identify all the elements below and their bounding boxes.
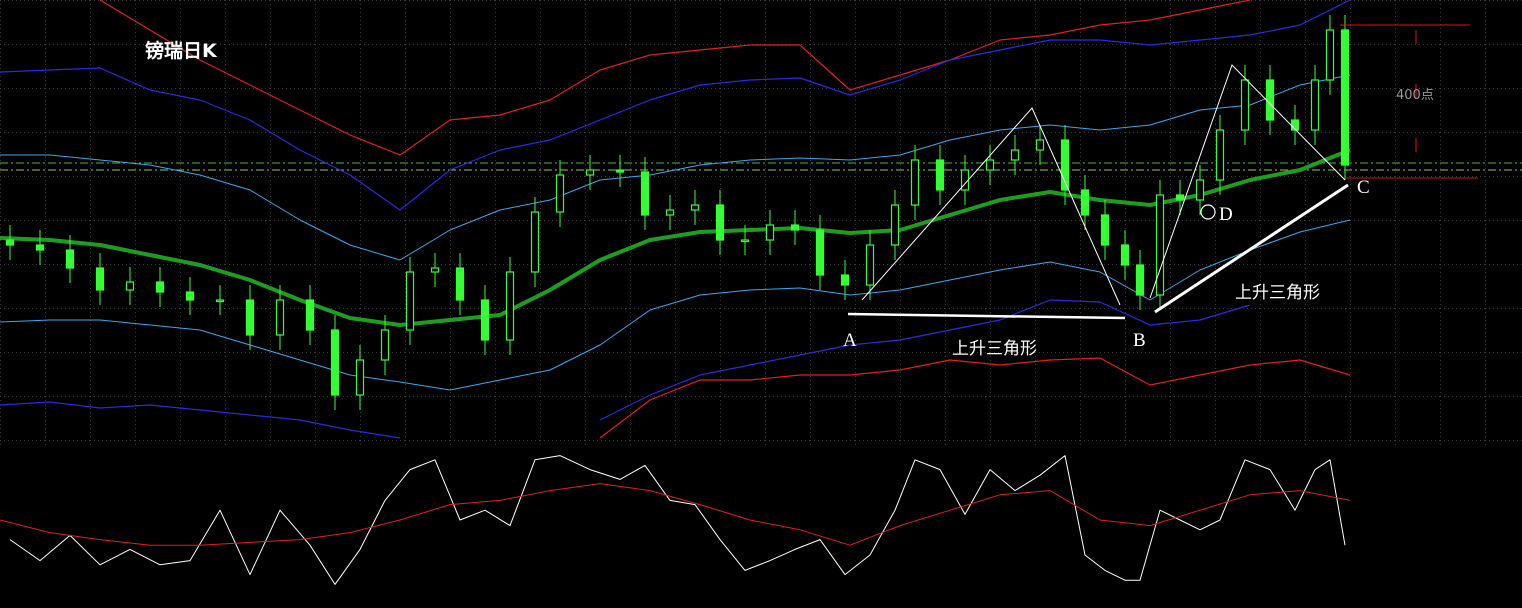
candle-body [1010, 149, 1020, 161]
candle-body [215, 299, 225, 303]
candle-body [985, 159, 995, 171]
candle-body [5, 239, 15, 246]
oscillator-line [9, 455, 1346, 585]
candle-body [740, 239, 750, 243]
candle-body [790, 224, 800, 231]
candle-body [125, 281, 135, 291]
candle-body [910, 159, 920, 206]
candle-body [1100, 214, 1110, 246]
range-marker [1340, 24, 1478, 179]
candle-body [1325, 29, 1335, 81]
candle-body [1175, 194, 1185, 201]
candle-body [615, 169, 625, 173]
candle-body [405, 271, 415, 331]
candle-body [455, 267, 465, 301]
candle-body [1120, 244, 1130, 266]
band-line [0, 0, 1351, 211]
candle-body [665, 209, 675, 216]
band-line [0, 299, 1251, 439]
band-line [0, 148, 1351, 327]
candle-body [1240, 79, 1250, 131]
candle-body [95, 267, 105, 291]
plot [0, 0, 1522, 585]
candle-body [275, 299, 285, 336]
drawings [847, 64, 1349, 320]
candle-body [1035, 139, 1045, 151]
point-label: D [1219, 204, 1233, 225]
candle-body [1340, 29, 1350, 166]
chart-title: 镑瑞日K [145, 39, 218, 62]
candle-body [305, 299, 315, 331]
candle-body [555, 174, 565, 213]
band-line [0, 219, 1351, 391]
candle-body [355, 359, 365, 396]
band-line [0, 74, 1351, 261]
candle-body [330, 329, 340, 396]
candle-body [1080, 189, 1090, 216]
candle-body [1135, 264, 1145, 296]
point-label: B [1133, 330, 1146, 351]
candle-body [865, 244, 875, 286]
candle-body [715, 204, 725, 241]
range-label: 400点 [1396, 88, 1434, 103]
candle-body [690, 204, 700, 211]
candle-body [1060, 139, 1070, 191]
candle-body [1155, 194, 1165, 296]
candle-body [765, 224, 775, 241]
candle-body [480, 299, 490, 341]
oscillator-line [0, 483, 1351, 546]
candle-body [245, 299, 255, 336]
point-label: A [843, 330, 857, 351]
candle-body [505, 271, 515, 341]
candle-body [640, 171, 650, 216]
candle-body [380, 329, 390, 361]
band-line [599, 357, 1351, 439]
grid [0, 0, 1522, 445]
candle-body [1265, 79, 1275, 121]
candle-body [65, 249, 75, 269]
candle-body [890, 204, 900, 246]
candle-body [530, 211, 540, 273]
candle-body [815, 229, 825, 276]
candle-body [1195, 179, 1205, 201]
pattern-label: 上升三角形 [1235, 283, 1320, 303]
candle-body [35, 244, 45, 251]
pattern-label: 上升三角形 [952, 339, 1037, 359]
band-line [99, 0, 1251, 156]
point-label: C [1357, 177, 1370, 198]
candle-body [1215, 129, 1225, 181]
candle-body [430, 267, 440, 273]
candle-body [155, 281, 165, 293]
candle-body [185, 291, 195, 301]
candle-body [1310, 79, 1320, 131]
candle-body [585, 169, 595, 176]
candle-body [840, 274, 850, 286]
candle-body [935, 159, 945, 191]
